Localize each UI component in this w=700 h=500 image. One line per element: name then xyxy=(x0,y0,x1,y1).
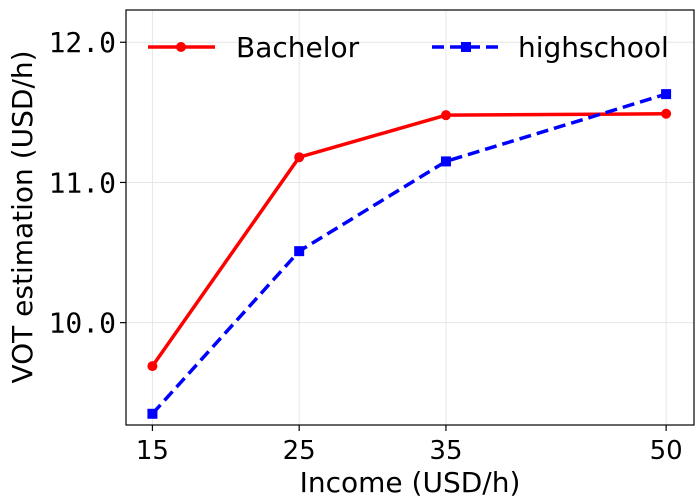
x-tick-labels: 15 25 35 50 xyxy=(136,436,683,466)
data-point-bachelor xyxy=(147,361,158,372)
y-tick-label: 11.0 xyxy=(49,166,116,199)
legend-label-highschool: highschool xyxy=(518,31,669,64)
data-point-bachelor xyxy=(294,152,305,163)
data-point-highschool xyxy=(147,408,158,419)
x-tick-label: 35 xyxy=(429,436,462,466)
x-tick-label: 15 xyxy=(136,436,169,466)
x-tick-label: 50 xyxy=(650,436,683,466)
y-tick-label: 10.0 xyxy=(49,307,116,340)
x-axis-label: Income (USD/h) xyxy=(300,466,521,499)
data-point-highschool xyxy=(440,156,451,167)
series-line-bachelor xyxy=(150,112,667,368)
legend-marker-bachelor xyxy=(176,42,186,52)
data-point-bachelor xyxy=(440,110,451,121)
legend-label-bachelor: Bachelor xyxy=(236,31,360,64)
data-point-bachelor xyxy=(661,108,672,119)
y-tick-label: 12.0 xyxy=(49,26,116,59)
y-axis-label: VOT estimation (USD/h) xyxy=(6,50,39,383)
legend-marker-highschool xyxy=(461,42,471,52)
tick-marks xyxy=(120,41,667,431)
legend: Bachelor highschool xyxy=(148,31,669,64)
y-tick-labels: 10.0 11.0 12.0 xyxy=(49,26,116,339)
plot-area-frame xyxy=(125,9,695,426)
data-point-highschool xyxy=(294,246,305,257)
series-lines xyxy=(147,89,672,419)
series-line-highschool xyxy=(151,92,667,415)
x-tick-label: 25 xyxy=(283,436,316,466)
grid xyxy=(126,10,694,425)
data-point-highschool xyxy=(661,89,672,100)
